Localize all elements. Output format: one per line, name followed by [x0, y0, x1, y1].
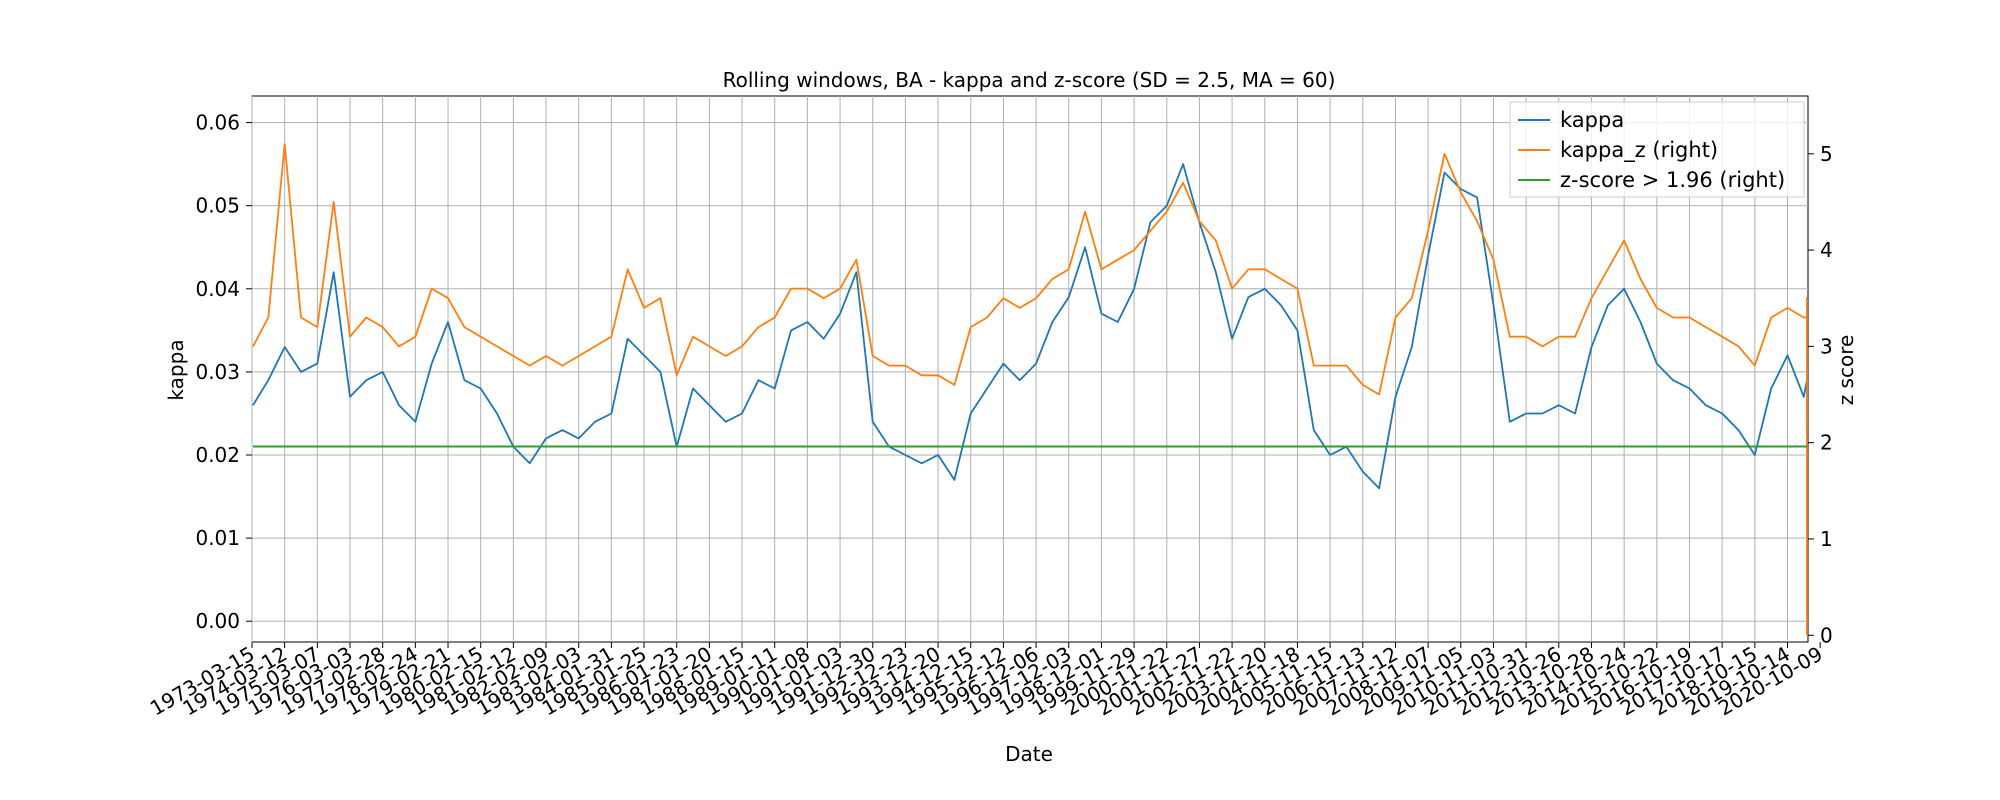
- legend-label-kappa: kappa: [1560, 108, 1624, 132]
- legend: kappa kappa_z (right) z-score > 1.96 (ri…: [1509, 101, 1805, 198]
- y-axis-label-right: z score: [1834, 335, 1858, 406]
- y-tick-label-left: 0.04: [195, 277, 240, 301]
- y-tick-label-right: 1: [1820, 527, 1833, 551]
- x-axis-label: Date: [1005, 742, 1053, 766]
- y-tick-label-right: 4: [1820, 238, 1833, 262]
- y-tick-label-right: 5: [1820, 142, 1833, 166]
- y-tick-label-left: 0.05: [195, 194, 240, 218]
- x-gridlines: [251, 96, 1788, 642]
- y-tick-label-left: 0.03: [195, 360, 240, 384]
- x-axis-ticks: 1973-03-151974-03-121975-03-071976-03-03…: [146, 642, 1827, 721]
- y-tick-label-left: 0.06: [195, 111, 240, 135]
- y-tick-label-left: 0.01: [195, 526, 240, 550]
- legend-label-kappa-z: kappa_z (right): [1560, 138, 1718, 163]
- y-tick-label-right: 2: [1820, 431, 1833, 455]
- legend-box: [1509, 101, 1805, 198]
- legend-label-zscore-threshold: z-score > 1.96 (right): [1560, 168, 1785, 192]
- y-tick-label-left: 0.00: [195, 609, 240, 633]
- chart-title: Rolling windows, BA - kappa and z-score …: [723, 68, 1336, 92]
- series-line-kappa-z: [252, 143, 1808, 636]
- series-line-kappa: [252, 163, 1808, 490]
- y-axis-label-left: kappa: [164, 339, 188, 400]
- y-axis-ticks-right: 0 1 2 3 4 5: [1808, 142, 1833, 647]
- y-axis-ticks-left: 0.00 0.01 0.02 0.03 0.04 0.05 0.06: [195, 111, 252, 633]
- y-tick-label-left: 0.02: [195, 443, 240, 467]
- y-tick-label-right: 3: [1820, 334, 1833, 358]
- series-layer: [252, 143, 1808, 636]
- y-tick-label-right: 0: [1820, 623, 1833, 647]
